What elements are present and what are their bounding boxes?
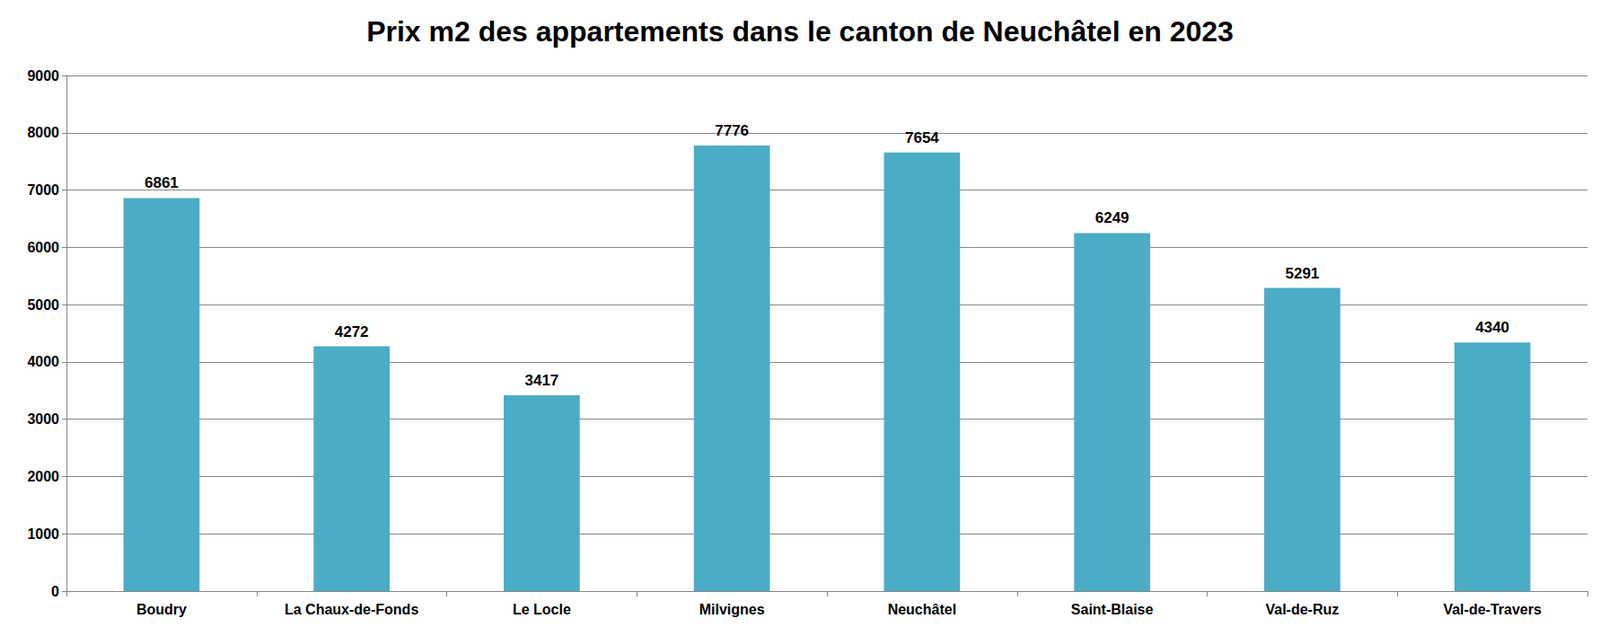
svg-text:8000: 8000 [26,124,60,141]
svg-text:Prix m2 des appartements dans: Prix m2 des appartements dans le canton … [366,15,1234,48]
svg-text:Neuchâtel: Neuchâtel [887,601,957,617]
svg-text:3000: 3000 [26,411,60,427]
svg-text:4272: 4272 [334,323,370,341]
svg-text:9000: 9000 [26,68,60,84]
svg-text:Val-de-Ruz: Val-de-Ruz [1265,601,1339,617]
svg-text:6861: 6861 [144,174,179,192]
svg-text:6000: 6000 [26,239,60,255]
svg-text:7000: 7000 [26,182,60,198]
svg-text:2000: 2000 [26,468,60,484]
svg-text:4000: 4000 [26,353,60,370]
svg-text:Boudry: Boudry [136,601,187,617]
svg-text:7776: 7776 [714,122,749,140]
svg-text:La Chaux-de-Fonds: La Chaux-de-Fonds [284,601,419,617]
svg-text:1000: 1000 [26,526,60,542]
svg-text:3417: 3417 [524,371,559,389]
svg-text:7654: 7654 [905,129,940,147]
svg-text:5291: 5291 [1284,264,1319,282]
svg-text:0: 0 [51,583,60,599]
svg-text:Le Locle: Le Locle [512,601,572,617]
svg-text:4340: 4340 [1475,318,1510,336]
svg-text:6249: 6249 [1095,209,1130,227]
svg-text:Saint-Blaise: Saint-Blaise [1071,601,1154,617]
svg-text:5000: 5000 [26,297,60,313]
svg-text:Val-de-Travers: Val-de-Travers [1442,601,1542,617]
svg-text:Milvignes: Milvignes [699,601,765,617]
